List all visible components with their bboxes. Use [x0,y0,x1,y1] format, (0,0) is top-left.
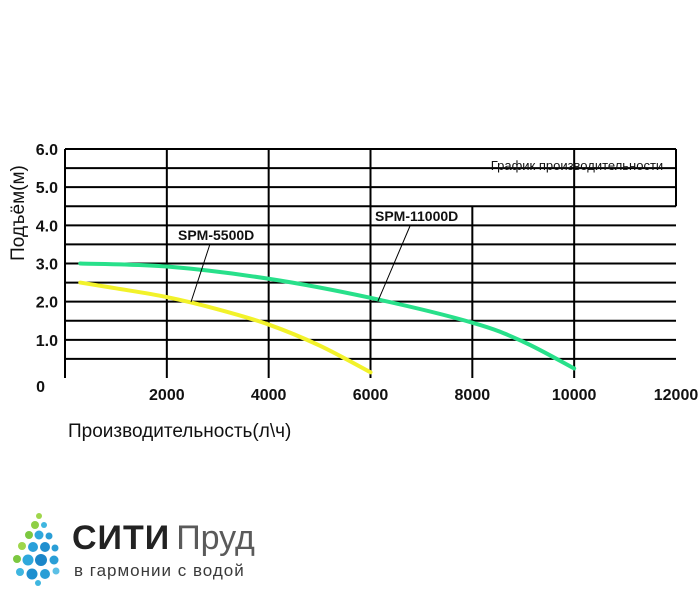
x-origin-label: 0 [36,379,45,396]
series-line-spm-5500d [78,280,373,375]
y-tick-label: 4.0 [36,218,58,235]
chart-title: График производительности [491,158,663,173]
y-axis-title: Подъём(м) [8,165,29,261]
chart-curves [78,261,577,375]
chart-grid [64,148,677,378]
logo-tagline: в гармонии с водой [74,561,245,580]
y-tick-label: 3.0 [36,257,58,274]
x-tick-label: 8000 [455,387,491,404]
y-tick-label: 2.0 [36,295,58,312]
series-label-spm-5500d: SPM-5500D [178,227,254,243]
y-tick-label: 6.0 [36,142,58,159]
x-tick-label: 12000 [654,387,699,404]
logo-brand-part1: СИТИ [72,519,171,557]
x-tick-label: 2000 [149,387,185,404]
x-tick-label: 4000 [251,387,287,404]
series-label-spm-11000d: SPM-11000D [375,208,458,224]
chart-labels: SPM-5500D SPM-11000D 1.0 2.0 3.0 4.0 5.0 6.0 0 20… [8,142,698,442]
series-line-spm-11000d [78,261,577,371]
logo-brand-part2: Пруд [176,519,255,557]
x-tick-label: 10000 [552,387,597,404]
logo-brand: СИТИ Пруд [72,518,255,558]
x-axis-title: Производительность(л\ч) [68,421,291,442]
y-tick-label: 5.0 [36,180,58,197]
x-tick-label: 6000 [353,387,389,404]
series-leader-spm-11000d [377,225,411,302]
logo-droplet-icon [13,513,60,586]
y-tick-label: 1.0 [36,333,58,350]
series-leader-spm-5500d [190,243,211,303]
